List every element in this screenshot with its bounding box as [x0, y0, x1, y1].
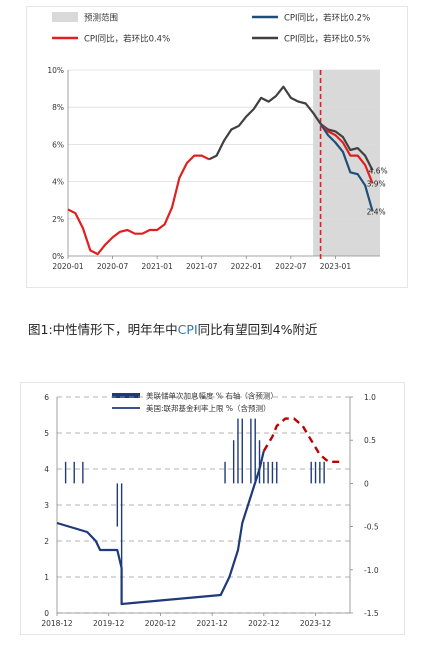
y-tick-label: 2%	[52, 215, 64, 224]
legend-swatch-bars	[112, 393, 140, 398]
x-tick-label: 2021-01	[141, 262, 173, 271]
y-left-tick-label: 4	[44, 465, 49, 474]
cpi-history-line-red	[67, 154, 210, 256]
legend-label-rate: 美国:联邦基金利率上限 %（含预测）	[146, 403, 271, 413]
fed-rate-forecast-line	[262, 417, 342, 464]
caption-prefix: 图1:中性情形下，明年年中	[28, 322, 178, 337]
y-tick-label: 8%	[52, 103, 64, 112]
y-right-tick-label: 0	[364, 479, 369, 488]
legend-label-0: 预测范围	[84, 13, 118, 24]
y-right-tick-label: 1.0	[364, 393, 376, 402]
legend-label-1: CPI同比，若环比0.2%	[284, 13, 370, 24]
x-tick-label: 2023-01	[320, 262, 352, 271]
x-tick-label: 2022-12	[248, 619, 280, 628]
y-tick-label: 4%	[52, 178, 64, 187]
x-tick-label: 2020-07	[97, 262, 129, 271]
y-left-tick-label: 2	[44, 537, 49, 546]
caption-suffix: 同比有望回到4%附近	[197, 322, 318, 337]
legend-label-bars: 美联储单次加息幅度 % 右轴（含预测）	[146, 391, 278, 401]
figure-caption: 图1:中性情形下，明年年中CPI同比有望回到4%附近	[28, 319, 418, 338]
x-tick-label: 2020-01	[52, 262, 84, 271]
cpi-history-line-dark	[208, 85, 322, 161]
x-tick-label: 2019-12	[93, 619, 125, 628]
x-tick-label: 2022-01	[231, 262, 263, 271]
cpi-forecast-line-2	[319, 123, 374, 212]
y-right-tick-label: -1.5	[364, 609, 379, 618]
y-left-tick-label: 6	[44, 393, 49, 402]
x-tick-label: 2021-12	[196, 619, 228, 628]
legend-label-3: CPI同比，若环比0.5%	[284, 34, 370, 45]
end-label-0.4: 4.6%	[369, 166, 388, 175]
x-tick-label: 2018-12	[41, 619, 73, 628]
x-tick-label: 2022-07	[275, 262, 307, 271]
y-left-tick-label: 3	[44, 501, 49, 510]
legend-swatch-forecast-band	[52, 12, 78, 22]
x-tick-label: 2023-12	[300, 619, 332, 628]
y-left-tick-label: 0	[44, 609, 49, 618]
y-right-tick-label: -0.5	[364, 523, 379, 532]
y-right-tick-label: 0.5	[364, 436, 376, 445]
cpi-forecast-line-0	[319, 123, 374, 171]
cpi-chart: 预测范围 CPI同比，若环比0.2% CPI同比，若环比0.4% CPI同比，若环比0…	[47, 12, 388, 271]
legend-label-2: CPI同比，若环比0.4%	[84, 34, 170, 45]
end-label-extra: 2.4%	[367, 207, 386, 216]
chart1-frame	[26, 6, 408, 288]
cpi-forecast-line-1	[319, 123, 374, 184]
y-tick-label: 6%	[52, 140, 64, 149]
x-tick-label: 2020-12	[145, 619, 177, 628]
fed-rate-line	[56, 450, 265, 606]
y-left-tick-label: 5	[44, 429, 49, 438]
caption-highlight: CPI	[177, 322, 198, 337]
x-tick-label: 2021-07	[186, 262, 218, 271]
end-label-0.2: 3.9%	[367, 179, 386, 188]
y-tick-label: 0%	[52, 252, 64, 261]
y-left-tick-label: 1	[44, 573, 49, 582]
y-right-tick-label: -1.0	[364, 566, 379, 575]
chart2-frame	[20, 382, 405, 635]
fed-rate-chart: 美联储单次加息幅度 % 右轴（含预测） 美国:联邦基金利率上限 %（含预测） 0 1 2…	[41, 391, 379, 629]
y-tick-label: 10%	[47, 66, 64, 75]
